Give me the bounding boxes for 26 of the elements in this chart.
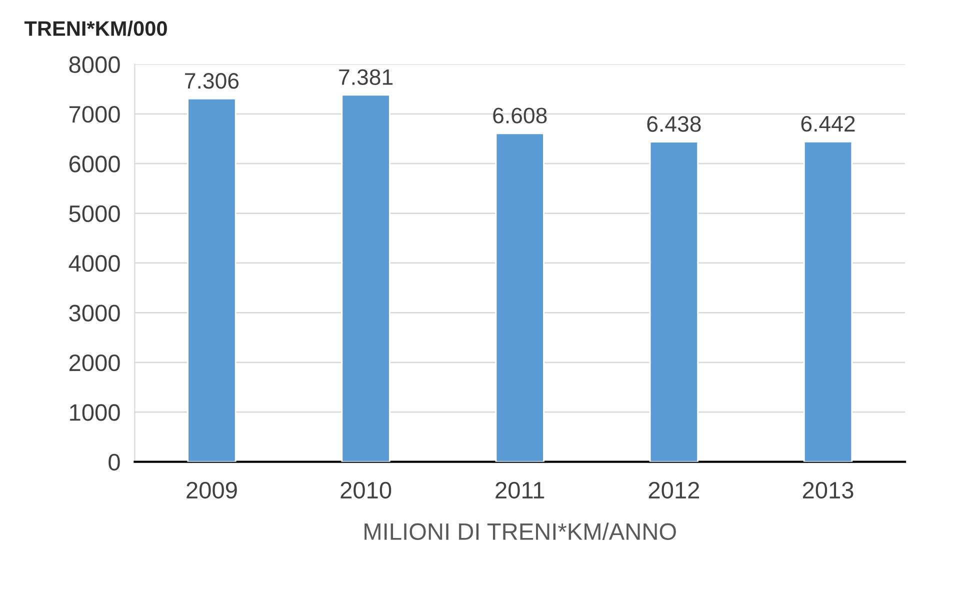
bar [187, 98, 236, 462]
data-label: 6.438 [647, 116, 701, 132]
y-tick-label: 4000 [68, 255, 120, 272]
bar [341, 94, 390, 462]
data-label: 6.608 [493, 108, 547, 124]
y-tick-label: 7000 [69, 106, 120, 123]
bar [803, 140, 853, 462]
x-tick-label: 2009 [186, 482, 237, 499]
x-axis-title: MILIONI DI TRENI*KM/ANNO [364, 522, 676, 540]
y-tick-label: 6000 [69, 156, 120, 172]
chart-title: TRENI*KM/000 [24, 20, 167, 36]
y-tick-label: 0 [108, 454, 120, 471]
y-tick-label: 1000 [70, 404, 120, 421]
y-tick-label: 3000 [69, 304, 120, 322]
x-tick-label: 2013 [802, 482, 854, 499]
y-tick-label: 2000 [69, 354, 120, 372]
data-label: 7.306 [185, 73, 239, 89]
x-tick-label: 2011 [496, 482, 544, 499]
data-label: 7.381 [339, 69, 393, 86]
bar [495, 132, 544, 462]
y-tick-label: 8000 [69, 56, 120, 73]
bar [649, 141, 699, 462]
x-tick-label: 2012 [648, 482, 700, 499]
data-label: 6.442 [801, 116, 855, 132]
x-tick-label: 2010 [340, 482, 392, 499]
y-tick-label: 5000 [69, 205, 120, 222]
